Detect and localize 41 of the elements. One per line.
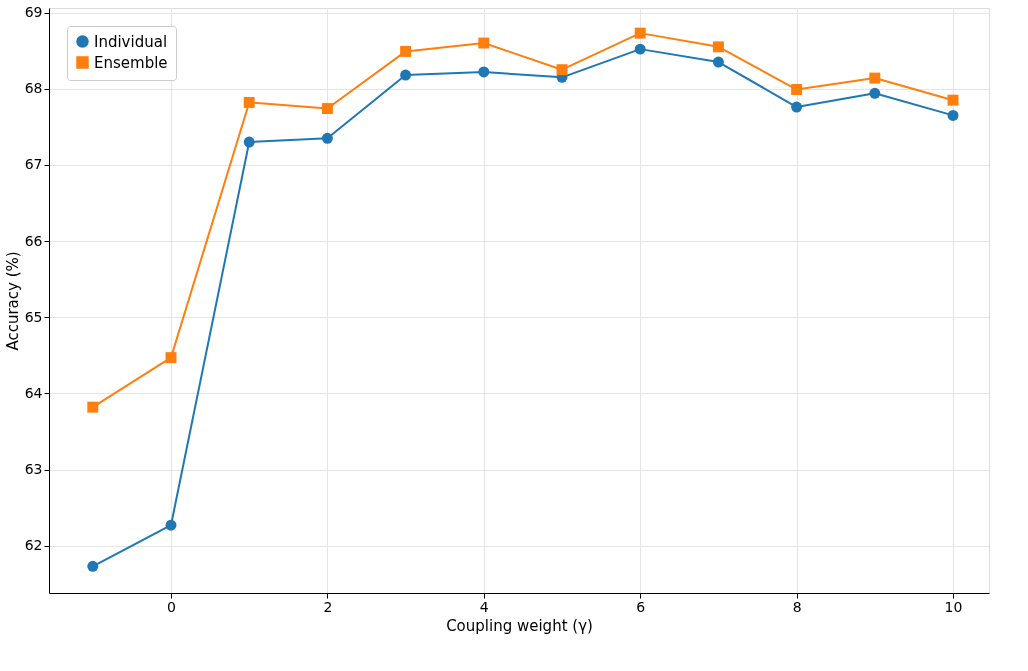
- x-tick-label: 10: [944, 598, 963, 615]
- y-tick-label: 62: [24, 537, 43, 554]
- y-tick-label: 65: [24, 308, 43, 325]
- point: [321, 132, 333, 144]
- point: [947, 109, 959, 121]
- y-tick-label: 66: [24, 232, 43, 249]
- point: [947, 94, 959, 106]
- legend-label: Ensemble: [94, 53, 168, 72]
- point: [165, 519, 177, 531]
- point: [712, 56, 724, 68]
- point: [634, 43, 646, 55]
- point: [400, 45, 412, 57]
- point: [869, 87, 881, 99]
- point: [712, 41, 724, 53]
- point: [791, 84, 803, 95]
- y-tick-label: 63: [24, 461, 43, 478]
- x-tick-label: 4: [479, 598, 489, 615]
- y-tick-label: 69: [24, 4, 43, 21]
- x-tick-label: 8: [792, 598, 802, 615]
- point: [634, 27, 646, 39]
- x-tick-label: 6: [636, 598, 646, 615]
- point: [243, 96, 255, 108]
- y-tick-label: 68: [24, 80, 43, 97]
- legend-label: Individual: [94, 32, 168, 51]
- x-axis-title: Coupling weight (γ): [446, 616, 593, 635]
- point: [321, 103, 333, 115]
- point: [791, 101, 803, 113]
- y-axis-title: Accuracy (%): [3, 251, 22, 351]
- point: [87, 560, 99, 572]
- point: [165, 352, 177, 364]
- point: [87, 401, 99, 413]
- point: [869, 72, 881, 84]
- point: [478, 66, 490, 78]
- x-tick-label: 0: [167, 598, 176, 615]
- point: [478, 37, 490, 49]
- point: [243, 136, 255, 148]
- y-tick-label: 64: [24, 384, 43, 401]
- y-tick-label: 67: [24, 156, 43, 173]
- point: [400, 69, 412, 81]
- x-tick-label: 2: [323, 598, 333, 615]
- point: [556, 64, 568, 76]
